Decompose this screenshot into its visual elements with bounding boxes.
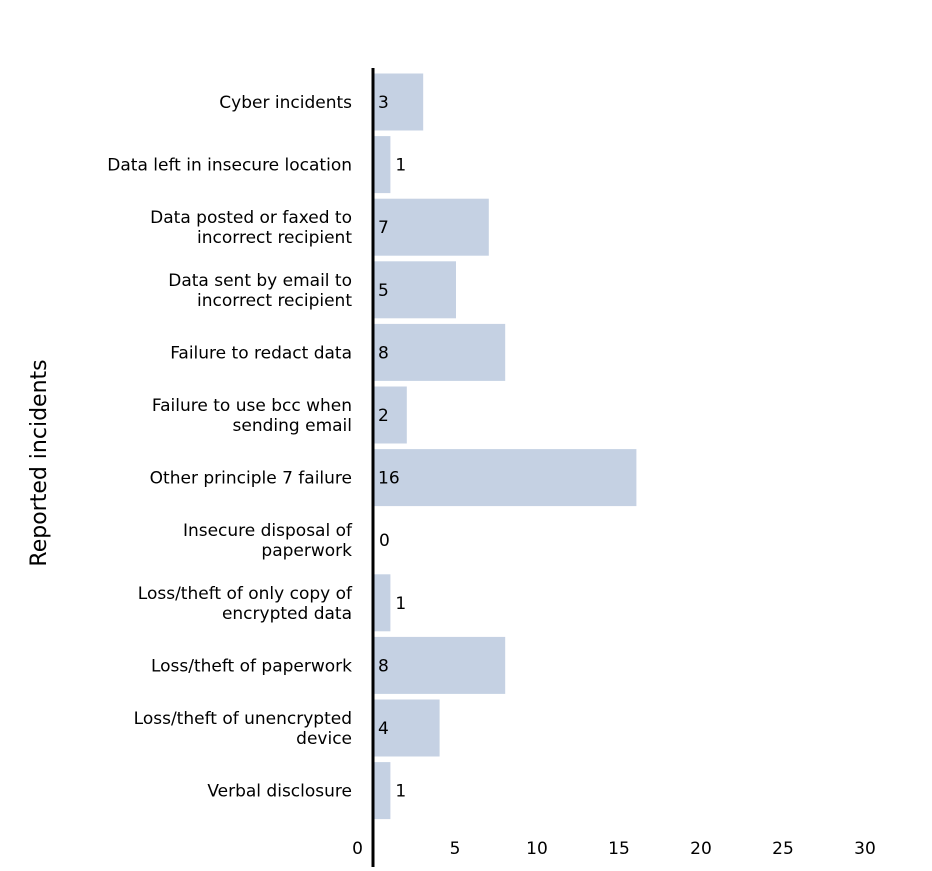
category-label-5: Failure to redact data <box>170 343 352 363</box>
bar-3 <box>374 198 489 256</box>
x-tick-label-20: 20 <box>690 839 712 859</box>
value-label-8: 0 <box>379 531 390 551</box>
category-label-1: Cyber incidents <box>219 93 352 113</box>
bar-10 <box>374 636 506 694</box>
bar-4 <box>374 261 456 319</box>
category-label-7: Other principle 7 failure <box>150 469 352 489</box>
value-labels-layer: 3 1 7 5 8 2 16 0 1 8 4 1 <box>378 93 406 802</box>
category-label-line: Insecure disposal of <box>183 521 353 541</box>
value-label-10: 8 <box>378 656 389 676</box>
category-label-line: Other principle 7 failure <box>150 469 352 489</box>
x-tick-label-0: 0 <box>352 839 363 859</box>
x-tick-label-15: 15 <box>608 839 630 859</box>
category-label-line: Data left in insecure location <box>107 156 352 176</box>
category-label-line: sending email <box>233 416 352 436</box>
bar-11 <box>374 699 440 757</box>
bars-layer <box>374 73 637 820</box>
bar-7 <box>374 449 637 507</box>
y-axis-title: Reported incidents <box>27 359 52 566</box>
category-label-8: Insecure disposal of paperwork <box>183 521 353 561</box>
category-label-line: Loss/theft of paperwork <box>151 656 352 676</box>
category-label-line: incorrect recipient <box>197 291 352 311</box>
category-label-line: device <box>296 729 352 749</box>
category-label-6: Failure to use bcc when sending email <box>152 396 352 436</box>
category-label-line: Loss/theft of unencrypted <box>134 709 352 729</box>
category-label-line: Data sent by email to <box>168 271 352 291</box>
category-label-line: Data posted or faxed to <box>150 208 352 228</box>
value-label-9: 1 <box>395 594 406 614</box>
category-label-3: Data posted or faxed to incorrect recipie… <box>150 208 352 248</box>
bar-2 <box>374 136 391 194</box>
value-label-3: 7 <box>378 218 389 238</box>
category-label-line: Failure to redact data <box>170 343 352 363</box>
bar-5 <box>374 323 506 381</box>
x-tick-labels-layer: 05101520253035 <box>352 839 876 859</box>
category-label-line: Failure to use bcc when <box>152 396 352 416</box>
value-label-7: 16 <box>378 469 400 489</box>
bar-6 <box>374 386 407 444</box>
value-label-1: 3 <box>378 93 389 113</box>
category-label-4: Data sent by email to incorrect recipient <box>168 271 352 311</box>
x-tick-label-30: 30 <box>854 839 876 859</box>
category-label-line: paperwork <box>261 541 352 561</box>
x-tick-label-25: 25 <box>772 839 794 859</box>
value-label-5: 8 <box>378 343 389 363</box>
bar-12 <box>374 762 391 820</box>
x-tick-label-10: 10 <box>526 839 548 859</box>
category-labels-layer: Cyber incidents Data left in insecure loc… <box>107 93 353 802</box>
value-label-2: 1 <box>395 156 406 176</box>
category-label-line: Verbal disclosure <box>207 782 352 802</box>
value-label-6: 2 <box>378 406 389 426</box>
category-label-12: Verbal disclosure <box>207 782 352 802</box>
value-label-11: 4 <box>378 719 389 739</box>
category-label-line: encrypted data <box>222 604 352 624</box>
category-label-line: Cyber incidents <box>219 93 352 113</box>
category-label-line: Loss/theft of only copy of <box>138 584 353 604</box>
bar-9 <box>374 574 391 632</box>
category-label-2: Data left in insecure location <box>107 156 352 176</box>
category-label-line: incorrect recipient <box>197 228 352 248</box>
bar-1 <box>374 73 424 131</box>
category-label-9: Loss/theft of only copy of encrypted data <box>138 584 353 624</box>
x-tick-label-5: 5 <box>450 839 461 859</box>
category-label-11: Loss/theft of unencrypted device <box>134 709 352 749</box>
category-label-10: Loss/theft of paperwork <box>151 656 352 676</box>
value-label-4: 5 <box>378 281 389 301</box>
value-label-12: 1 <box>395 782 406 802</box>
